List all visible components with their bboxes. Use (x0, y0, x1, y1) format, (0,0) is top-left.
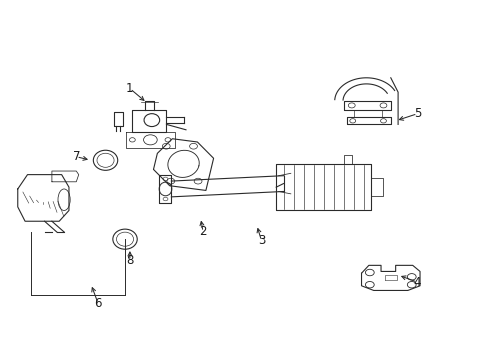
Text: 3: 3 (257, 234, 264, 247)
Text: 1: 1 (126, 82, 133, 95)
Text: 6: 6 (94, 297, 102, 310)
Text: 7: 7 (72, 150, 80, 163)
Text: 4: 4 (413, 276, 421, 289)
Text: 2: 2 (199, 225, 206, 238)
Text: 5: 5 (413, 107, 421, 120)
Text: 8: 8 (126, 254, 133, 267)
